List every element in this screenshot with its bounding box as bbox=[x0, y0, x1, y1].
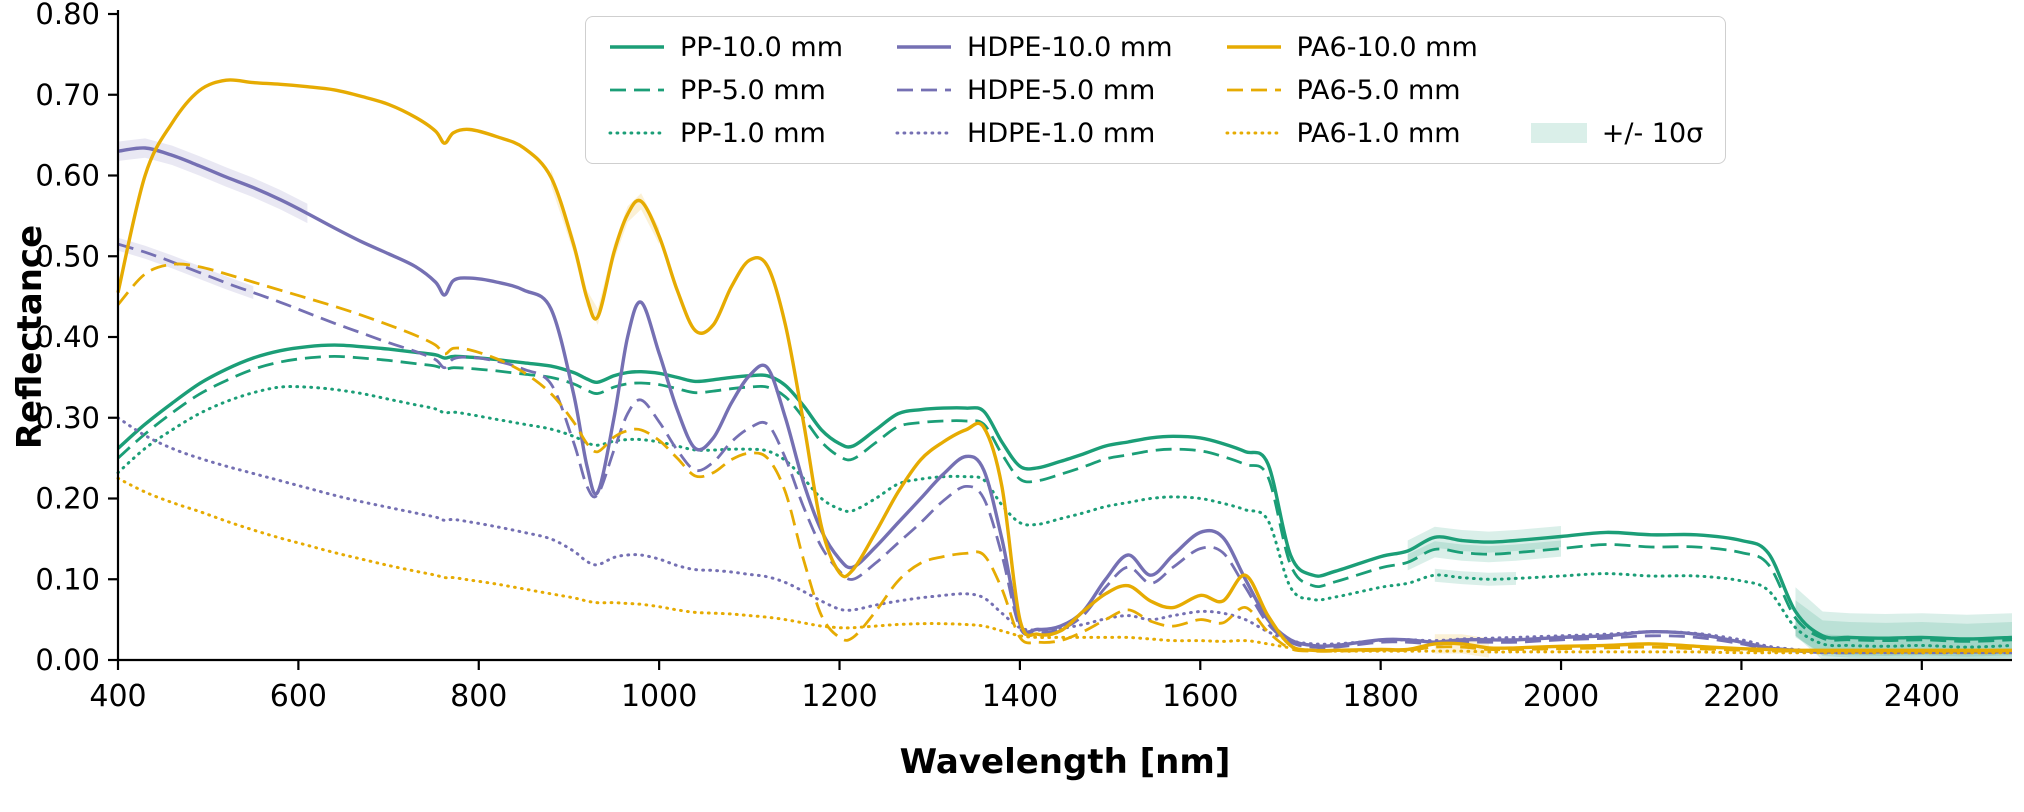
legend: PP-10.0 mm PP-5.0 mm PP-1.0 mm HDPE-10.0 mm… bbox=[585, 16, 1727, 164]
legend-line-sample-solid bbox=[897, 45, 952, 49]
legend-line-sample-solid bbox=[1226, 45, 1281, 49]
y-tick-label: 0.20 bbox=[35, 482, 100, 516]
legend-band-sample bbox=[1530, 123, 1587, 143]
y-tick-label: 0.30 bbox=[35, 401, 100, 435]
series-line-pa6-1-0-mm bbox=[116, 476, 2014, 655]
legend-line-sample-dotted bbox=[1225, 131, 1282, 135]
series-line-pp-5-0-mm bbox=[117, 354, 2013, 643]
y-tick-label: 0.00 bbox=[35, 643, 100, 677]
legend-label: PP-1.0 mm bbox=[680, 117, 826, 149]
x-tick-label: 2200 bbox=[1703, 679, 1779, 714]
x-tick-label: 800 bbox=[450, 679, 507, 714]
x-tick-label: 1800 bbox=[1342, 679, 1418, 714]
legend-item-pa6-1-0-mm: PA6-1.0 mm bbox=[1225, 115, 1478, 151]
legend-item-pp-10-0-mm: PP-10.0 mm bbox=[608, 29, 843, 65]
y-axis-label: Reflectance bbox=[10, 224, 50, 450]
x-tick-label: 1400 bbox=[982, 679, 1058, 714]
x-tick-label: 400 bbox=[89, 679, 146, 714]
series-line-pa6-10-0-mm bbox=[116, 78, 2012, 653]
legend-item-hdpe-1-0-mm: HDPE-1.0 mm bbox=[895, 115, 1172, 151]
x-tick-label: 600 bbox=[270, 679, 327, 714]
legend-label: PP-5.0 mm bbox=[680, 74, 826, 106]
legend-item-pa6-5-0-mm: PA6-5.0 mm bbox=[1225, 72, 1478, 108]
y-tick-label: 0.70 bbox=[35, 78, 100, 112]
series-line-hdpe-10-0-mm bbox=[117, 146, 2012, 654]
sigma-band-pp-10-0-mm bbox=[1407, 526, 1561, 562]
sigma-band-pp-5-0-mm bbox=[1795, 600, 2012, 660]
legend-spacer bbox=[1530, 29, 1704, 65]
legend-label: PA6-10.0 mm bbox=[1296, 31, 1478, 63]
legend-line-sample-solid bbox=[610, 45, 664, 49]
legend-item-hdpe-10-0-mm: HDPE-10.0 mm bbox=[895, 29, 1173, 65]
y-tick-label: 0.40 bbox=[35, 320, 100, 354]
series-line-pp-1-0-mm bbox=[116, 385, 2014, 649]
legend-label: HDPE-10.0 mm bbox=[967, 31, 1173, 63]
legend-label: PA6-1.0 mm bbox=[1296, 117, 1461, 149]
sigma-band-pa6-10-0-mm bbox=[550, 169, 660, 325]
legend-line-sample-dashed bbox=[897, 88, 952, 92]
legend-spacer bbox=[1530, 72, 1704, 108]
legend-label: PP-10.0 mm bbox=[680, 31, 844, 63]
x-axis-label: Wavelength [nm] bbox=[899, 742, 1231, 782]
legend-line-sample-dotted bbox=[895, 131, 953, 135]
sigma-band-hdpe-10-0-mm bbox=[118, 138, 308, 224]
x-tick-label: 1600 bbox=[1162, 679, 1238, 714]
x-tick-label: 1000 bbox=[621, 679, 697, 714]
sigma-band-pp-1-0-mm bbox=[1434, 568, 1516, 586]
legend-label: HDPE-5.0 mm bbox=[967, 74, 1156, 106]
x-tick-label: 1200 bbox=[801, 679, 877, 714]
series-line-pp-10-0-mm bbox=[116, 343, 2013, 641]
y-tick-label: 0.50 bbox=[35, 239, 100, 273]
y-tick-label: 0.60 bbox=[35, 159, 100, 193]
legend-label: +/- 10σ bbox=[1601, 117, 1704, 149]
legend-label: HDPE-1.0 mm bbox=[967, 117, 1156, 149]
x-tick-label: 2400 bbox=[1884, 679, 1960, 714]
legend-item-hdpe-5-0-mm: HDPE-5.0 mm bbox=[895, 72, 1172, 108]
series-line-hdpe-5-0-mm bbox=[117, 242, 2012, 655]
series-line-pa6-5-0-mm bbox=[116, 262, 2012, 653]
legend-item-sigma-band: +/- 10σ bbox=[1530, 115, 1704, 151]
legend-item-pa6-10-0-mm: PA6-10.0 mm bbox=[1225, 29, 1478, 65]
sigma-band-hdpe-5-0-mm bbox=[118, 237, 254, 299]
legend-item-pp-1-0-mm: PP-1.0 mm bbox=[608, 115, 843, 151]
legend-line-sample-dotted bbox=[608, 131, 666, 135]
legend-line-sample-dashed bbox=[1226, 88, 1281, 92]
legend-line-sample-dashed bbox=[610, 88, 664, 92]
series-line-hdpe-1-0-mm bbox=[116, 416, 2014, 654]
y-tick-label: 0.10 bbox=[35, 562, 100, 596]
x-tick-label: 2000 bbox=[1523, 679, 1599, 714]
legend-label: PA6-5.0 mm bbox=[1296, 74, 1461, 106]
y-tick-label: 0.80 bbox=[35, 0, 100, 31]
legend-item-pp-5-0-mm: PP-5.0 mm bbox=[608, 72, 843, 108]
